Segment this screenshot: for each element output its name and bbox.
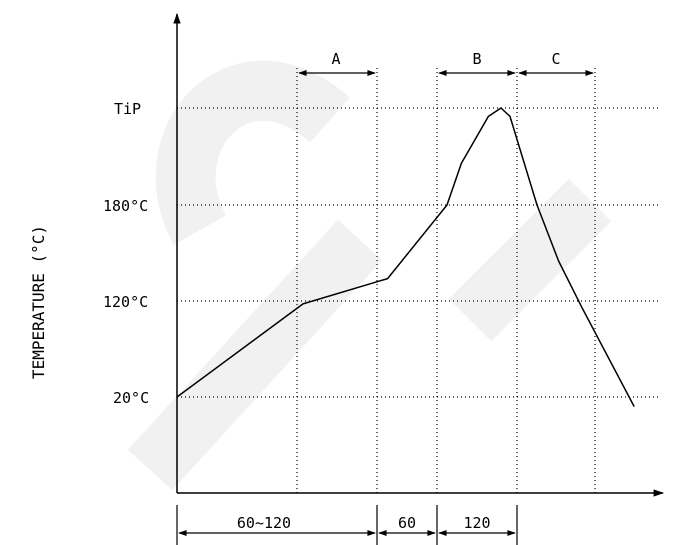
y-axis-label: TEMPERATURE (°C): [29, 225, 48, 379]
segment-label-2: 60: [398, 514, 416, 532]
y-tick-120: 120°C: [103, 293, 148, 311]
grid-lines: [177, 68, 660, 493]
y-tick-tip: TiP: [114, 100, 141, 118]
y-tick-20: 20°C: [113, 389, 149, 407]
zone-label-b: B: [472, 50, 481, 68]
temperature-profile-line: [176, 107, 635, 407]
segment-label-3: 120: [463, 514, 490, 532]
zone-label-c: C: [551, 50, 560, 68]
zone-label-a: A: [331, 50, 340, 68]
time-segment-dimensions: [176, 505, 518, 545]
segment-label-1: 60~120: [237, 514, 291, 532]
y-tick-180: 180°C: [103, 197, 148, 215]
watermark-logo: [127, 60, 612, 491]
